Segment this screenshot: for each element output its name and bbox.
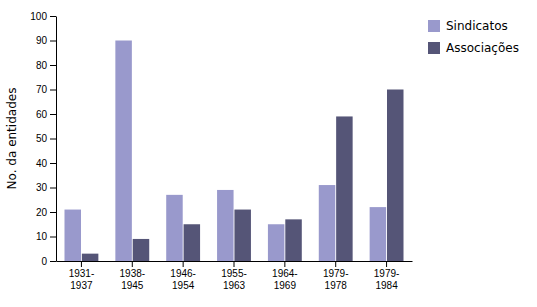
bar: [370, 207, 386, 261]
y-axis-title: No. da entidades: [5, 88, 19, 190]
legend-swatch: [428, 20, 440, 32]
y-tick-label: 50: [36, 133, 48, 144]
x-tick-label: 1938-1945: [119, 268, 145, 291]
y-tick-mark: [50, 16, 56, 17]
y-tick-label: 10: [36, 231, 48, 242]
chart: 1931-1937 1938-1945 1946-1954 1955-1963 1964…: [0, 0, 537, 307]
x-tick: 1979-1978: [323, 261, 349, 291]
bar: [387, 90, 403, 262]
y-tick-mark: [50, 41, 56, 42]
bar: [217, 190, 233, 261]
x-tick-label-line: 1979-: [374, 268, 400, 279]
x-tick: 1979-1984: [374, 261, 400, 291]
x-tick-label-line: 1969: [274, 280, 297, 291]
x-tick: 1955-1963: [221, 261, 247, 291]
x-tick-mark: [234, 261, 235, 267]
y-tick-label: 100: [30, 11, 47, 22]
y-tick-mark: [50, 188, 56, 189]
x-tick-label-line: 1963: [223, 280, 246, 291]
x-tick-label: 1946-1954: [170, 268, 196, 291]
bar: [82, 254, 98, 261]
y-tick-mark: [50, 90, 56, 91]
bar: [234, 210, 250, 261]
x-tick-label-line: 1964-: [272, 268, 298, 279]
legend: Sindicatos Associações: [428, 19, 519, 55]
bar: [115, 41, 131, 262]
bar: [319, 185, 335, 261]
legend-label: Associações: [446, 41, 519, 55]
bar: [166, 195, 182, 261]
y-axis-line: [56, 17, 57, 262]
x-tick-mark: [386, 261, 387, 267]
plot: 1931-1937 1938-1945 1946-1954 1955-1963 1964…: [5, 11, 413, 291]
bar: [268, 224, 284, 261]
x-tick-label-line: 1946-: [170, 268, 196, 279]
y-tick-mark: [50, 163, 56, 164]
bar: [64, 210, 80, 261]
bars: [64, 41, 403, 262]
x-tick-label: 1964-1969: [272, 268, 298, 291]
x-tick-label-line: 1931-: [69, 268, 95, 279]
x-tick-label: 1955-1963: [221, 268, 247, 291]
x-tick-label: 1931-1937: [69, 268, 95, 291]
y-tick: 100: [30, 11, 56, 22]
y-tick: 40: [36, 158, 56, 169]
y-tick-mark: [50, 261, 56, 262]
bar: [285, 219, 301, 261]
y-tick: 50: [36, 133, 56, 144]
x-tick-label: 1979-1978: [323, 268, 349, 291]
x-tick-label: 1979-1984: [374, 268, 400, 291]
y-tick-label: 60: [36, 109, 48, 120]
y-tick-mark: [50, 65, 56, 66]
y-tick-label: 70: [36, 84, 48, 95]
x-tick: 1931-1937: [69, 261, 95, 291]
x-tick-label-line: 1954: [172, 280, 195, 291]
y-tick-mark: [50, 212, 56, 213]
x-tick-label-line: 1945: [121, 280, 144, 291]
y-tick-label: 40: [36, 158, 48, 169]
y-tick-label: 20: [36, 207, 48, 218]
y-tick: 0: [41, 256, 56, 267]
x-tick-mark: [335, 261, 336, 267]
x-tick-label-line: 1955-: [221, 268, 247, 279]
legend-item: Associações: [428, 41, 519, 55]
x-tick-mark: [183, 261, 184, 267]
legend-item: Sindicatos: [428, 19, 508, 33]
y-tick: 70: [36, 84, 56, 95]
x-tick: 1964-1969: [272, 261, 298, 291]
x-tick: 1946-1954: [170, 261, 196, 291]
x-tick-label-line: 1937: [70, 280, 93, 291]
y-tick: 10: [36, 231, 56, 242]
y-tick-label: 30: [36, 182, 48, 193]
x-tick-mark: [132, 261, 133, 267]
x-tick-label-line: 1979-: [323, 268, 349, 279]
x-tick-label-line: 1984: [375, 280, 398, 291]
y-tick-mark: [50, 139, 56, 140]
legend-swatch: [428, 42, 440, 54]
y-tick-label: 0: [41, 256, 47, 267]
legend-label: Sindicatos: [446, 19, 508, 33]
y-tick-mark: [50, 114, 56, 115]
bar: [336, 116, 352, 261]
y-tick-mark: [50, 237, 56, 238]
bar: [133, 239, 149, 261]
x-tick: 1938-1945: [119, 261, 145, 291]
y-tick: 60: [36, 109, 56, 120]
y-tick: 20: [36, 207, 56, 218]
y-tick: 90: [36, 35, 56, 46]
x-tick-label-line: 1978: [325, 280, 348, 291]
bar-series: [64, 41, 386, 262]
bar: [184, 224, 200, 261]
y-tick: 80: [36, 60, 56, 71]
bar-series: [82, 90, 404, 262]
x-tick-label-line: 1938-: [119, 268, 145, 279]
x-tick-mark: [284, 261, 285, 267]
y-axis: 0 10 20 30 40 50 60 70 80 90 100: [30, 11, 56, 267]
y-tick-label: 80: [36, 60, 48, 71]
y-tick: 30: [36, 182, 56, 193]
x-tick-mark: [81, 261, 82, 267]
y-tick-label: 90: [36, 35, 48, 46]
x-axis: 1931-1937 1938-1945 1946-1954 1955-1963 1964…: [57, 261, 413, 291]
